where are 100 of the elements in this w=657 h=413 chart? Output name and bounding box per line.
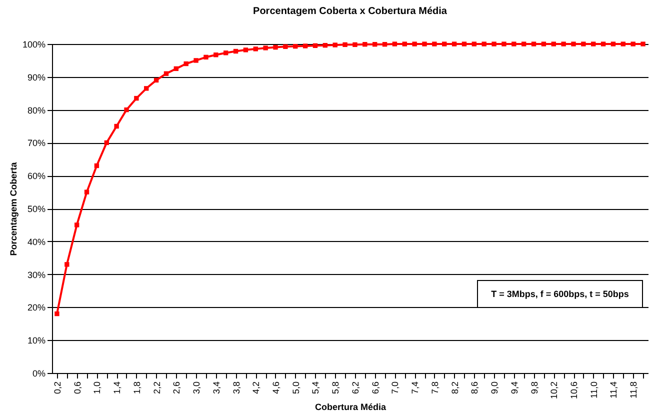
y-tick-label: 10% (27, 336, 46, 346)
x-tick-label: 2,6 (172, 382, 182, 394)
point (492, 42, 496, 46)
x-tick-label: 5,4 (310, 382, 321, 394)
y-tick-label: 0% (32, 368, 46, 378)
x-tick-label: 6,6 (370, 382, 380, 394)
x-tick-label: 3,0 (192, 382, 202, 394)
point (591, 42, 596, 46)
point (124, 107, 129, 112)
point (541, 42, 546, 46)
x-tick-label: 10,2 (549, 382, 560, 400)
point (402, 42, 407, 46)
y-tick-label: 30% (27, 270, 46, 280)
point (600, 42, 606, 46)
point (273, 44, 278, 50)
point (372, 42, 378, 47)
point (432, 42, 437, 46)
point (253, 46, 258, 52)
x-tick-label: 9,0 (490, 382, 500, 394)
point (114, 124, 119, 129)
point (620, 42, 626, 46)
point (581, 42, 586, 46)
point (223, 50, 228, 56)
point (392, 42, 398, 46)
y-axis-title: Porcentagem Coberta (8, 161, 18, 256)
point (352, 42, 358, 48)
x-tick-label: 3,8 (231, 382, 242, 394)
x-tick-label: 7,0 (390, 382, 400, 394)
x-tick-label: 9,4 (509, 382, 520, 394)
point (452, 42, 457, 46)
point (263, 46, 268, 50)
point (412, 42, 417, 46)
text-box: T = 3Mbps, f = 600bps, t = 50bps (477, 280, 643, 308)
x-tick-label: 4,6 (271, 382, 281, 394)
chart-title: Porcentagem Coberta x Cobertura Média (253, 6, 448, 17)
point (561, 42, 566, 46)
point (312, 43, 318, 48)
point (521, 42, 526, 46)
x-tick-label: 2,2 (152, 382, 162, 394)
point (104, 140, 109, 146)
point (174, 66, 179, 72)
y-tick-label: 20% (27, 302, 46, 313)
x-tick-label: 0,6 (72, 382, 82, 394)
x-tick-label: 11,0 (588, 382, 599, 398)
point (472, 42, 477, 46)
x-tick-label: 4,2 (251, 382, 262, 394)
point (332, 42, 338, 48)
point (462, 42, 467, 46)
x-axis-title: Cobertura Média (314, 402, 387, 412)
x-tick-label: 7,4 (410, 382, 420, 394)
point (233, 48, 238, 54)
point (54, 311, 60, 316)
point (502, 42, 506, 46)
point (134, 96, 139, 101)
point (531, 42, 536, 46)
y-tick-label: 80% (27, 105, 46, 116)
x-tick-label: 11,8 (628, 382, 639, 398)
point (342, 42, 348, 48)
x-tick-label: 1,0 (92, 382, 102, 394)
point (64, 262, 70, 267)
y-tick-label: 40% (27, 236, 46, 247)
point (610, 42, 616, 46)
x-tick-label: 3,4 (211, 382, 222, 394)
y-tick-label: 60% (27, 171, 46, 182)
point (302, 44, 308, 48)
point (144, 86, 149, 91)
point (640, 42, 646, 46)
x-tick-label: 6,2 (350, 382, 360, 394)
point (84, 190, 90, 194)
x-tick-label: 9,8 (529, 382, 540, 394)
point (382, 42, 388, 47)
point (482, 42, 486, 46)
x-tick-label: 5,0 (290, 382, 301, 394)
point (571, 42, 576, 46)
y-tick-label: 50% (27, 204, 46, 214)
y-tick-label: 70% (27, 138, 46, 148)
point (283, 44, 288, 49)
point (184, 61, 188, 66)
y-tick-label: 100% (22, 40, 46, 50)
x-tick-label: 0,2 (52, 382, 62, 394)
point (442, 42, 447, 46)
x-tick-label: 11,4 (608, 382, 619, 398)
x-tick-label: 8,6 (470, 382, 480, 394)
point (293, 44, 298, 49)
point (214, 52, 218, 58)
x-tick-label: 8,2 (450, 382, 460, 394)
x-tick-label: 5,8 (330, 382, 341, 394)
point (362, 42, 368, 47)
point (551, 42, 556, 46)
point (422, 42, 427, 46)
point (154, 78, 159, 83)
y-tick-label: 90% (27, 72, 46, 82)
point (204, 54, 208, 60)
point (94, 163, 100, 168)
x-tick-label: 1,4 (112, 382, 122, 394)
point (512, 42, 516, 46)
point (630, 42, 636, 46)
x-tick-label: 7,8 (430, 382, 440, 394)
point (322, 42, 328, 48)
x-tick-label: 1,8 (132, 382, 142, 394)
